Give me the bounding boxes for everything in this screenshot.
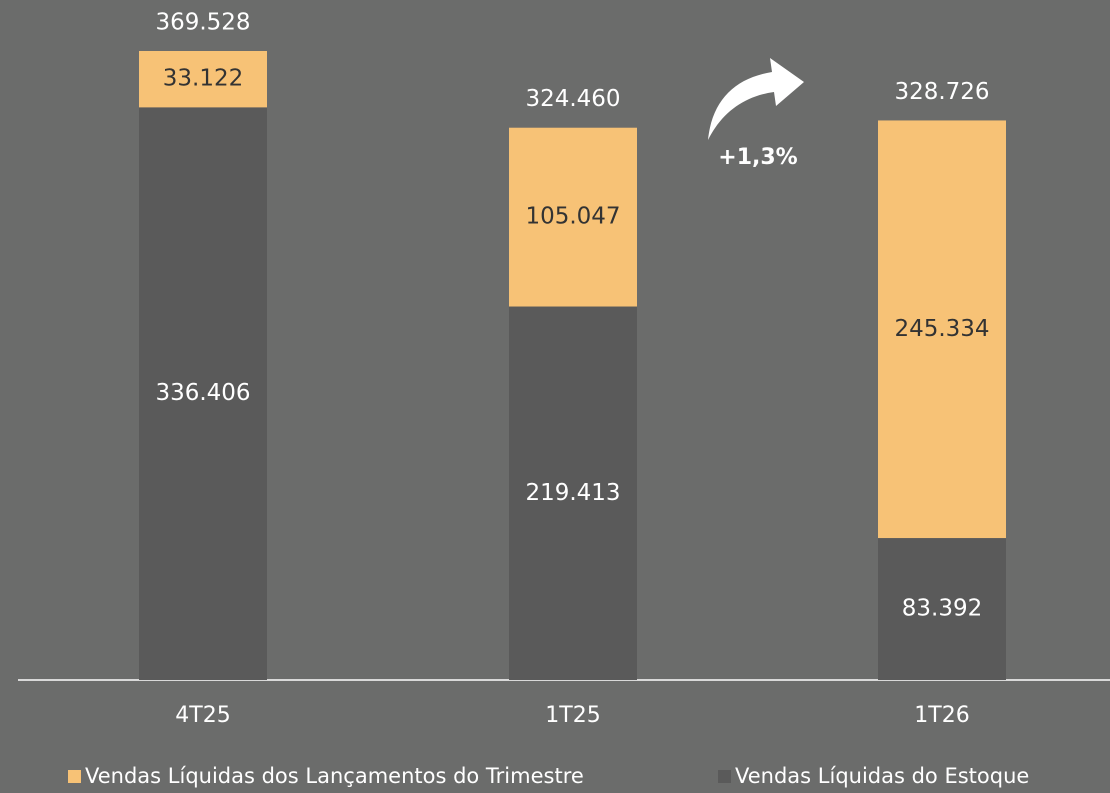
value-label: 105.047 xyxy=(525,204,620,230)
value-label: 33.122 xyxy=(163,66,243,92)
value-label: 245.334 xyxy=(894,316,989,342)
total-label: 369.528 xyxy=(155,10,250,36)
x-tick-label: 1T25 xyxy=(545,703,600,728)
bar-segment xyxy=(878,120,1006,539)
growth-arrow xyxy=(708,58,804,140)
bar-segment xyxy=(509,127,637,307)
legend-swatch xyxy=(718,770,731,783)
bar-segment xyxy=(139,107,267,680)
value-label: 83.392 xyxy=(902,596,982,622)
total-label: 328.726 xyxy=(894,79,989,105)
total-label: 324.460 xyxy=(525,86,620,112)
value-label: 336.406 xyxy=(155,380,250,406)
value-label: 219.413 xyxy=(525,480,620,506)
legend-swatch xyxy=(68,770,81,783)
x-tick-label: 4T25 xyxy=(175,703,230,728)
bar-segment xyxy=(878,538,1006,680)
bar-segment xyxy=(139,51,267,108)
annotation: +1,3% xyxy=(718,145,797,170)
bar-segment xyxy=(509,306,637,680)
legend-label: Vendas Líquidas dos Lançamentos do Trime… xyxy=(85,764,584,788)
legend-label: Vendas Líquidas do Estoque xyxy=(735,764,1029,788)
x-tick-label: 1T26 xyxy=(914,703,969,728)
